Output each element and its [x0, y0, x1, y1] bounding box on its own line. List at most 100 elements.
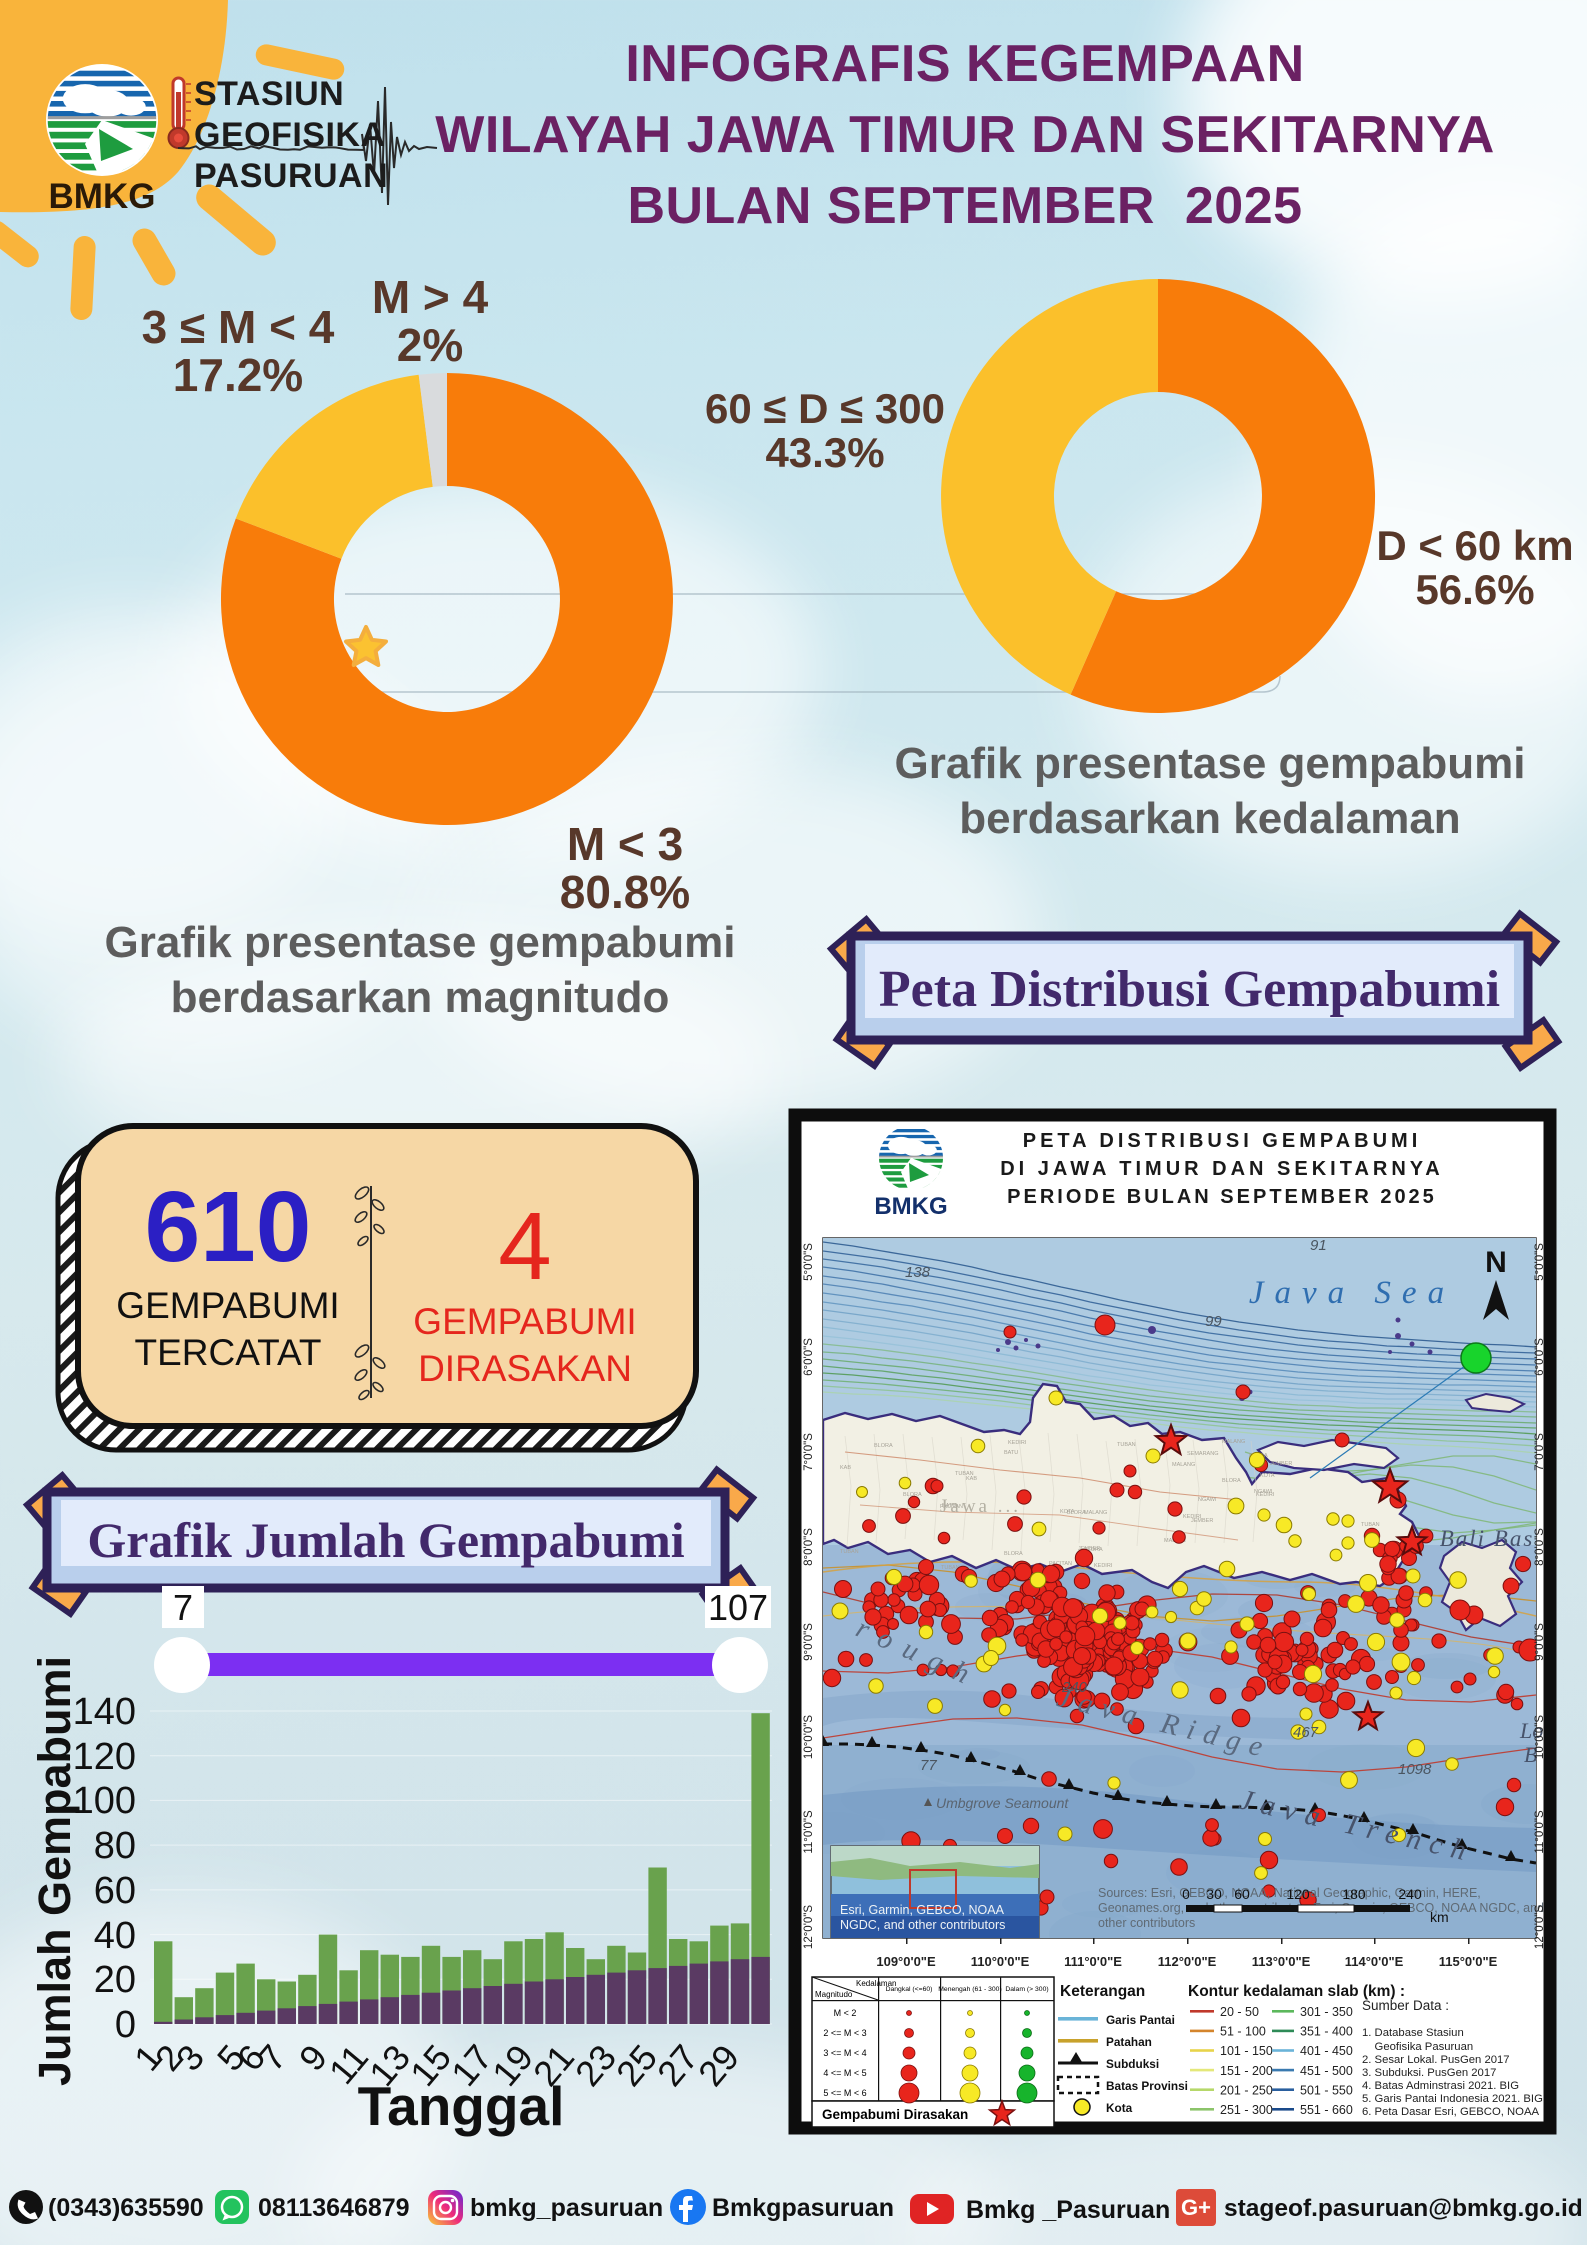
svg-text:Batas Provinsi: Batas Provinsi: [1106, 2079, 1188, 2093]
svg-text:BMKG: BMKG: [49, 177, 156, 216]
svg-text:6°0'0"S: 6°0'0"S: [803, 1338, 815, 1376]
svg-text:TUBAN: TUBAN: [1361, 1522, 1380, 1528]
svg-text:JEMBER: JEMBER: [1191, 1518, 1213, 1524]
svg-text:5°0'0"S: 5°0'0"S: [803, 1243, 815, 1281]
svg-text:114°0'0"E: 114°0'0"E: [1345, 1954, 1404, 1969]
svg-text:5°0'0"S: 5°0'0"S: [1534, 1243, 1546, 1281]
svg-text:(0343)635590: (0343)635590: [48, 2194, 204, 2222]
svg-text:51 - 100: 51 - 100: [1220, 2025, 1266, 2039]
svg-text:JEMBER: JEMBER: [1270, 1461, 1292, 1467]
svg-text:80: 80: [94, 1825, 136, 1867]
svg-text:BLORA: BLORA: [1067, 1510, 1086, 1516]
svg-text:11°0'0"S: 11°0'0"S: [1534, 1810, 1546, 1854]
svg-text:Kedalaman: Kedalaman: [856, 1979, 896, 1988]
svg-text:TUBAN: TUBAN: [840, 1549, 859, 1555]
svg-text:M < 2: M < 2: [834, 2008, 857, 2018]
svg-text:120: 120: [73, 1736, 136, 1778]
svg-text:km: km: [1430, 1909, 1449, 1925]
svg-text:other contributors: other contributors: [1098, 1916, 1195, 1930]
svg-text:60: 60: [1234, 1886, 1250, 1902]
svg-text:10°0'0"S: 10°0'0"S: [1534, 1715, 1546, 1759]
svg-text:KEDIRI: KEDIRI: [1183, 1514, 1202, 1520]
svg-text:20 - 50: 20 - 50: [1220, 2005, 1259, 2019]
svg-text:140: 140: [73, 1691, 136, 1733]
svg-text:401 - 450: 401 - 450: [1300, 2044, 1353, 2058]
svg-text:5. Garis Pantai Indonesia 2021: 5. Garis Pantai Indonesia 2021. BIG: [1362, 2093, 1543, 2105]
svg-text:KOTA: KOTA: [1260, 1473, 1275, 1479]
svg-text:BMKG: BMKG: [874, 1193, 947, 1220]
svg-text:4. Batas Adminstrasi 2021. BIG: 4. Batas Adminstrasi 2021. BIG: [1362, 2080, 1519, 2092]
svg-text:NGAWI: NGAWI: [1198, 1497, 1217, 1503]
svg-text:NGAWI: NGAWI: [1254, 1489, 1273, 1495]
svg-text:240: 240: [1398, 1886, 1422, 1902]
svg-text:BLORA: BLORA: [874, 1443, 893, 1449]
svg-text:77: 77: [920, 1757, 937, 1774]
svg-text:DI JAWA TIMUR DAN SEKITARNYA: DI JAWA TIMUR DAN SEKITARNYA: [1000, 1158, 1444, 1180]
svg-text:7: 7: [173, 1587, 193, 1628]
svg-text:2. Sesar Lokal. PusGen 2017: 2. Sesar Lokal. PusGen 2017: [1362, 2054, 1510, 2066]
svg-text:Patahan: Patahan: [1106, 2035, 1152, 2049]
svg-text:bmkg_pasuruan: bmkg_pasuruan: [470, 2194, 663, 2222]
svg-text:112°0'0"E: 112°0'0"E: [1158, 1954, 1217, 1969]
svg-text:100: 100: [73, 1780, 136, 1822]
svg-text:12°0'0"S: 12°0'0"S: [1534, 1905, 1546, 1949]
svg-text:BLORA: BLORA: [1084, 1547, 1103, 1553]
svg-text:111°0'0"E: 111°0'0"E: [1064, 1954, 1122, 1969]
svg-text:451 - 500: 451 - 500: [1300, 2064, 1353, 2078]
svg-text:0: 0: [115, 2004, 136, 2046]
svg-text:1098: 1098: [1398, 1761, 1432, 1778]
svg-text:8°0'0"S: 8°0'0"S: [803, 1528, 815, 1566]
svg-text:KEDIRI: KEDIRI: [1256, 1492, 1275, 1498]
svg-text:Esri, Garmin, GEBCO, NOAA: Esri, Garmin, GEBCO, NOAA: [840, 1903, 1005, 1917]
svg-text:6°0'0"S: 6°0'0"S: [1534, 1338, 1546, 1376]
svg-text:1. Database Stasiun: 1. Database Stasiun: [1362, 2027, 1464, 2039]
svg-text:115°0'0"E: 115°0'0"E: [1439, 1954, 1498, 1969]
svg-text:Dalam (> 300): Dalam (> 300): [1005, 1986, 1048, 1993]
svg-text:Dangkal (<=60): Dangkal (<=60): [886, 1986, 933, 1993]
svg-text:PERIODE BULAN SEPTEMBER 2025: PERIODE BULAN SEPTEMBER 2025: [1007, 1186, 1437, 1208]
svg-text:Umbgrove Seamount: Umbgrove Seamount: [936, 1795, 1069, 1811]
svg-text:351 - 400: 351 - 400: [1300, 2025, 1353, 2039]
svg-text:101 - 150: 101 - 150: [1220, 2044, 1273, 2058]
svg-text:3. Subduksi. PusGen 2017: 3. Subduksi. PusGen 2017: [1362, 2067, 1496, 2079]
svg-text:Jawa ...: Jawa ...: [940, 1496, 1021, 1517]
svg-text:BATU: BATU: [1004, 1450, 1018, 1456]
svg-text:TUBAN: TUBAN: [955, 1471, 974, 1477]
svg-text:120: 120: [1286, 1886, 1310, 1902]
svg-text:Bali Bas: Bali Bas: [1440, 1526, 1535, 1551]
svg-text:7°0'0"S: 7°0'0"S: [803, 1433, 815, 1471]
svg-text:B: B: [1524, 1742, 1537, 1767]
svg-text:60: 60: [94, 1870, 136, 1912]
svg-text:JEMBER: JEMBER: [1078, 1546, 1100, 1552]
svg-text:4 <= M < 5: 4 <= M < 5: [823, 2068, 866, 2078]
svg-text:9°0'0"S: 9°0'0"S: [1534, 1623, 1546, 1661]
svg-text:Magnitudo: Magnitudo: [815, 1990, 853, 1999]
svg-text:138: 138: [905, 1264, 931, 1281]
svg-text:PETA DISTRIBUSI GEMPABUMI: PETA DISTRIBUSI GEMPABUMI: [1023, 1130, 1422, 1152]
svg-text:BLORA: BLORA: [1222, 1478, 1241, 1484]
svg-text:12°0'0"S: 12°0'0"S: [803, 1905, 815, 1949]
svg-text:40: 40: [94, 1915, 136, 1957]
svg-text:501 - 550: 501 - 550: [1300, 2083, 1353, 2097]
svg-text:Grafik Jumlah Gempabumi: Grafik Jumlah Gempabumi: [87, 1512, 684, 1568]
svg-text:7°0'0"S: 7°0'0"S: [1534, 1433, 1546, 1471]
svg-text:KAB: KAB: [840, 1465, 851, 1471]
svg-text:BLORA: BLORA: [1004, 1551, 1023, 1557]
svg-text:29: 29: [690, 2037, 747, 2094]
svg-text:151 - 200: 151 - 200: [1220, 2064, 1273, 2078]
svg-text:NGDC, and other contributors: NGDC, and other contributors: [840, 1918, 1005, 1932]
svg-text:20: 20: [94, 1959, 136, 2001]
svg-text:6. Peta Dasar Esri, GEBCO, NOA: 6. Peta Dasar Esri, GEBCO, NOAA: [1362, 2106, 1540, 2118]
svg-text:Java Sea: Java Sea: [1249, 1275, 1455, 1311]
svg-text:Keterangan: Keterangan: [1060, 1983, 1145, 2000]
svg-text:9°0'0"S: 9°0'0"S: [803, 1623, 815, 1661]
svg-text:8°0'0"S: 8°0'0"S: [1534, 1528, 1546, 1566]
svg-text:KOTA: KOTA: [1060, 1509, 1075, 1515]
svg-text:240: 240: [1061, 1679, 1088, 1696]
svg-text:Lo: Lo: [1519, 1718, 1543, 1743]
svg-text:Bmkg _Pasuruan: Bmkg _Pasuruan: [966, 2196, 1170, 2224]
svg-text:0: 0: [1182, 1886, 1190, 1902]
svg-text:109°0'0"E: 109°0'0"E: [876, 1954, 936, 1969]
svg-text:PACITAN: PACITAN: [1049, 1561, 1072, 1567]
svg-text:stageof.pasuruan@bmkg.go.id: stageof.pasuruan@bmkg.go.id: [1224, 2195, 1583, 2222]
